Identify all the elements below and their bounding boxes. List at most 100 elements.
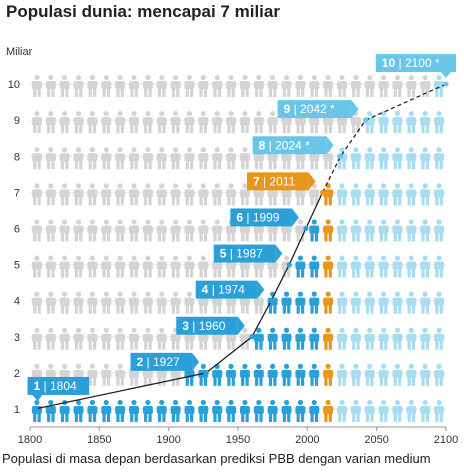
person-icon [364,363,375,386]
y-tick-label: 3 [14,332,20,344]
person-icon [115,111,126,134]
person-icon [434,399,445,422]
x-tick-label: 1900 [156,434,180,446]
person-icon [156,183,167,206]
person-icon [392,255,403,278]
person-icon [115,363,126,386]
person-icon [101,219,112,242]
person-icon [239,363,250,386]
person-icon [129,327,139,350]
person-icon [364,399,375,422]
person-icon [184,74,195,98]
person-icon [184,219,195,242]
person-icon [87,74,98,98]
person-icon [309,255,320,278]
person-icon [267,111,278,134]
person-icon [115,147,126,170]
person-icon [267,399,278,422]
person-icon [59,327,70,350]
person-icon [156,399,167,422]
person-icon [364,219,375,242]
person-icon [101,255,112,278]
milestone-callout-pointer [291,208,299,227]
person-icon [45,327,56,350]
person-icon [378,255,389,278]
milestone-callout-box [246,172,309,191]
person-icon [239,183,250,206]
person-icon [392,147,403,170]
person-icon [142,147,153,170]
person-icon [212,399,223,422]
person-icon [295,363,306,386]
person-icon [337,219,347,242]
milestone-point [443,81,449,87]
person-icon [101,183,112,206]
person-icon [184,399,195,422]
person-icon [281,363,292,386]
person-icon [406,219,417,242]
milestone-callout-pointer [441,72,451,79]
y-tick-label: 9 [14,115,20,127]
person-icon [239,327,250,350]
person-icon [350,399,361,422]
y-tick-label: 4 [14,296,20,308]
person-icon [350,74,361,98]
person-icon [156,147,167,170]
person-icon [309,74,320,98]
milestone-point [286,261,292,268]
person-icon [59,74,70,98]
person-icon [434,74,445,98]
person-icon [295,74,306,98]
person-icon [170,291,181,314]
person-icon [323,219,334,242]
milestone-callout-pointer [32,394,43,401]
person-icon [45,147,56,170]
person-icon [378,363,389,386]
person-icon [87,183,98,206]
person-icon [212,111,223,134]
person-icon [281,327,292,350]
person-icon [295,327,306,350]
person-icon [323,363,334,386]
milestone-callout-box [252,136,327,155]
person-icon [420,291,431,314]
person-icon [115,255,126,278]
person-icon [434,327,445,350]
person-icon [59,399,70,422]
person-icon [434,111,445,134]
milestone-callout-pointer [192,352,200,371]
person-icon [101,399,112,422]
person-icon [392,111,403,134]
person-icon [420,399,431,422]
person-icon [406,111,417,134]
milestone-callout: 1 | 1804 [27,376,90,401]
person-icon [406,147,417,170]
y-axis-label: Miliar [6,46,33,58]
person-icon [378,219,389,242]
person-icon [142,327,153,350]
person-icon [253,111,264,134]
person-icon [129,291,139,314]
person-icon [156,74,167,98]
milestone-label: 10 | 2100 * [382,56,440,70]
milestone-label: 5 | 1987 [220,247,263,261]
person-icon [212,74,223,98]
person-icon [156,255,167,278]
milestone-point [362,117,369,123]
milestone-callout: 5 | 1987 [213,244,283,263]
person-icon [378,327,389,350]
population-curve-projected [322,83,447,193]
person-icon [73,291,84,314]
milestone-callout-box [375,54,456,73]
person-icon [87,291,98,314]
person-icon [434,291,445,314]
x-tick-label: 1850 [87,434,111,446]
person-icon [420,111,431,134]
person-icon [392,74,403,98]
person-icon [129,183,139,206]
person-icon [73,219,84,242]
person-icon [45,399,56,422]
person-icon [101,327,112,350]
person-icon [198,219,209,242]
person-icon [309,291,320,314]
